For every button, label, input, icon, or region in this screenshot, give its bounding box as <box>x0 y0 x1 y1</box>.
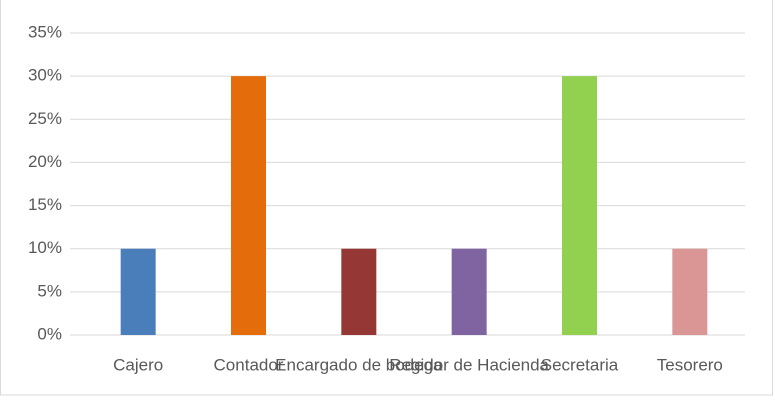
x-tick-label: Cajero <box>113 355 163 374</box>
x-tick-label: Contador <box>214 355 284 374</box>
y-tick-label: 20% <box>28 152 62 171</box>
y-tick-label: 0% <box>37 324 62 343</box>
chart-frame <box>0 0 773 396</box>
bar <box>120 248 156 335</box>
x-tick-label: Regidor de Hacienda <box>389 355 549 374</box>
y-tick-label: 25% <box>28 109 62 128</box>
y-tick-label: 35% <box>28 22 62 41</box>
y-tick-label: 30% <box>28 66 62 85</box>
bar <box>562 76 597 336</box>
bar <box>451 248 487 335</box>
y-tick-label: 10% <box>28 238 62 257</box>
x-tick-label: Tesorero <box>657 355 723 374</box>
bar <box>672 248 708 335</box>
bar <box>231 76 266 336</box>
x-tick-label: Encargado de bodega <box>275 355 443 374</box>
y-tick-label: 5% <box>37 281 62 300</box>
y-tick-label: 15% <box>28 195 62 214</box>
x-tick-label: Secretaria <box>541 355 619 374</box>
bar <box>341 248 377 335</box>
